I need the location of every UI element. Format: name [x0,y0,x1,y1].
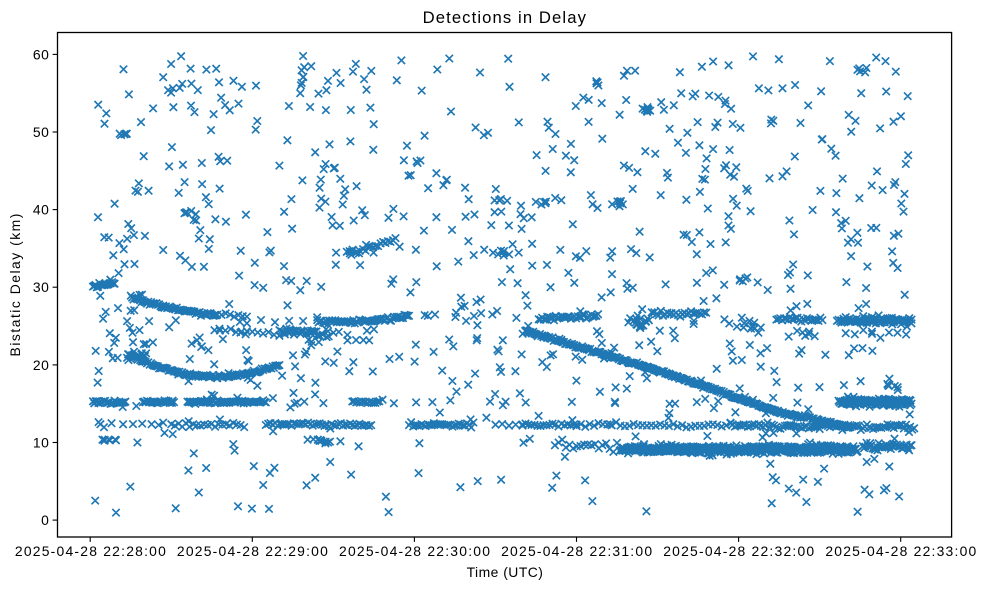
svg-text:2025-04-28 22:32:00: 2025-04-28 22:32:00 [663,543,815,559]
svg-text:2025-04-28 22:29:00: 2025-04-28 22:29:00 [177,543,329,559]
svg-text:2025-04-28 22:28:00: 2025-04-28 22:28:00 [15,543,167,559]
svg-text:2025-04-28 22:31:00: 2025-04-28 22:31:00 [501,543,653,559]
svg-text:2025-04-28 22:30:00: 2025-04-28 22:30:00 [339,543,491,559]
svg-text:Detections in Delay: Detections in Delay [423,8,587,27]
svg-text:40: 40 [33,202,49,218]
svg-text:Bistatic Delay (km): Bistatic Delay (km) [7,212,23,356]
svg-text:60: 60 [33,46,49,62]
svg-text:0: 0 [41,512,49,528]
svg-text:10: 10 [33,435,49,451]
svg-text:50: 50 [33,124,49,140]
svg-text:2025-04-28 22:33:00: 2025-04-28 22:33:00 [825,543,977,559]
svg-text:20: 20 [33,357,49,373]
svg-text:Time (UTC): Time (UTC) [467,564,544,580]
svg-text:30: 30 [33,279,49,295]
